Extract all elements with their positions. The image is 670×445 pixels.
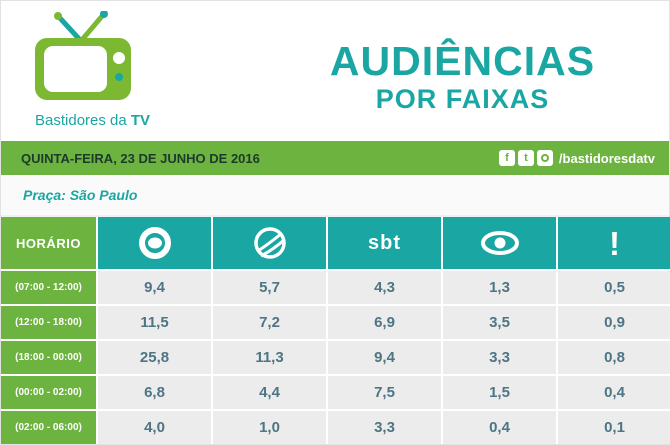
title-line-1: AUDIÊNCIAS — [329, 38, 596, 84]
brand-name-bold: TV — [130, 112, 151, 129]
rating-cell: 3,5 — [443, 306, 556, 339]
rating-cell: 1,0 — [213, 411, 326, 444]
rating-cell: 3,3 — [443, 341, 556, 374]
time-range: (02:00 - 06:00) — [1, 411, 96, 444]
time-range: (00:00 - 02:00) — [1, 376, 96, 409]
page-title: AUDIÊNCIAS POR FAIXAS — [256, 1, 669, 141]
horario-header: HORÁRIO — [1, 217, 96, 269]
sbt-logo-text: sbt — [368, 231, 401, 254]
sbt-logo: sbt — [328, 217, 441, 269]
page-header: Bastidores da TV AUDIÊNCIAS POR FAIXAS — [1, 1, 669, 141]
social-handle[interactable]: /bastidoresdatv — [558, 150, 655, 166]
rating-cell: 4,0 — [98, 411, 211, 444]
title-line-2: POR FAIXAS — [375, 84, 550, 114]
rating-cell: 6,9 — [328, 306, 441, 339]
audience-table: HORÁRIO sbt ! (07:00 - 12:00) 9,4 5,7 4,… — [1, 217, 670, 444]
instagram-icon[interactable] — [536, 150, 553, 166]
rating-cell: 5,7 — [213, 271, 326, 304]
facebook-icon[interactable]: f — [498, 150, 515, 166]
brand-name-regular: Bastidores da — [35, 112, 131, 129]
rating-cell: 9,4 — [328, 341, 441, 374]
rating-cell: 3,3 — [328, 411, 441, 444]
record-logo — [213, 217, 326, 269]
time-range: (18:00 - 00:00) — [1, 341, 96, 374]
rating-cell: 0,4 — [443, 411, 556, 444]
time-range: (07:00 - 12:00) — [1, 271, 96, 304]
globo-logo — [98, 217, 211, 269]
time-range: (12:00 - 18:00) — [1, 306, 96, 339]
rating-cell: 9,4 — [98, 271, 211, 304]
brand-name: Bastidores da TV — [27, 112, 256, 129]
rating-cell: 4,3 — [328, 271, 441, 304]
rating-cell: 1,5 — [443, 376, 556, 409]
redetv-logo: ! — [558, 217, 670, 269]
rating-cell: 6,8 — [98, 376, 211, 409]
rating-cell: 11,5 — [98, 306, 211, 339]
praca-label: Praça: São Paulo — [23, 187, 138, 203]
redetv-logo-text: ! — [609, 224, 620, 262]
rating-cell: 7,5 — [328, 376, 441, 409]
rating-cell: 7,2 — [213, 306, 326, 339]
tv-icon — [35, 10, 131, 100]
brand-logo: Bastidores da TV — [1, 1, 256, 141]
rating-cell: 25,8 — [98, 341, 211, 374]
social-links[interactable]: f t /bastidoresdatv — [498, 150, 655, 166]
date-bar: QUINTA-FEIRA, 23 DE JUNHO DE 2016 f t /b… — [1, 141, 669, 175]
band-logo — [443, 217, 556, 269]
rating-cell: 0,1 — [558, 411, 670, 444]
rating-cell: 0,4 — [558, 376, 670, 409]
date-text: QUINTA-FEIRA, 23 DE JUNHO DE 2016 — [21, 150, 260, 166]
rating-cell: 1,3 — [443, 271, 556, 304]
rating-cell: 4,4 — [213, 376, 326, 409]
praca-bar: Praça: São Paulo — [1, 175, 669, 217]
rating-cell: 0,9 — [558, 306, 670, 339]
rating-cell: 11,3 — [213, 341, 326, 374]
rating-cell: 0,5 — [558, 271, 670, 304]
rating-cell: 0,8 — [558, 341, 670, 374]
twitter-icon[interactable]: t — [517, 150, 534, 166]
